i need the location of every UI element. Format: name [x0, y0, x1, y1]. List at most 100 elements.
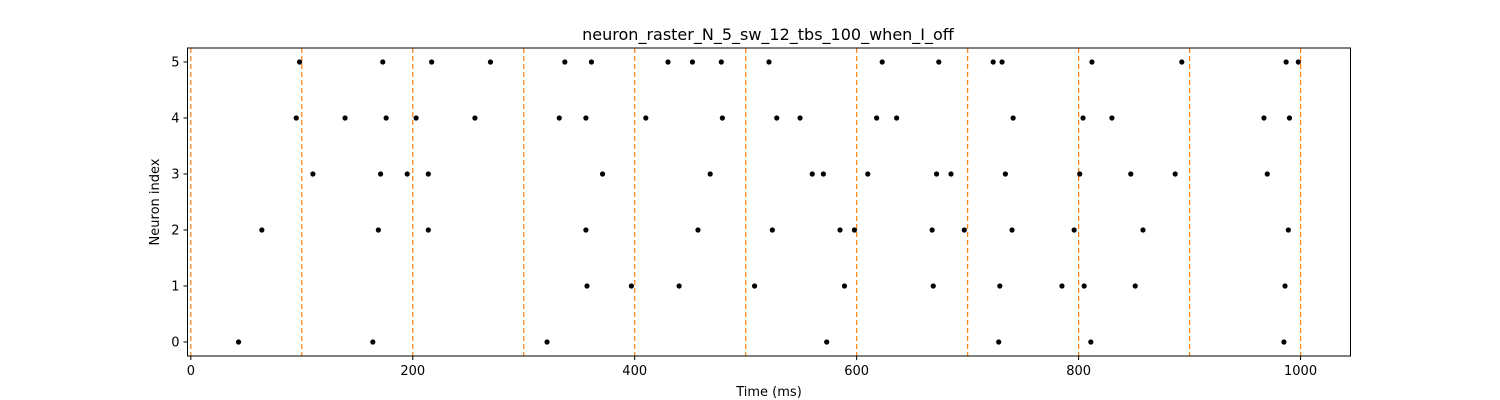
spike-point: [259, 227, 265, 233]
spike-point: [769, 227, 775, 233]
spike-point: [1283, 59, 1289, 65]
spike-point: [310, 171, 316, 177]
spike-point: [837, 227, 843, 233]
x-tick-label: 400: [622, 364, 647, 379]
spike-point: [718, 59, 724, 65]
spike-point: [628, 283, 634, 289]
y-tick-label: 0: [171, 336, 179, 351]
spike-point: [380, 59, 386, 65]
spike-point: [429, 59, 435, 65]
spike-point: [599, 171, 606, 177]
spike-point: [996, 339, 1002, 345]
spike-point: [1179, 59, 1185, 65]
spike-point: [774, 115, 780, 121]
spike-point: [929, 227, 935, 233]
spike-point: [1009, 227, 1015, 233]
x-axis: 0 200 400 600 800 1000: [187, 356, 1317, 379]
spike-point: [562, 59, 568, 65]
spike-point: [1281, 339, 1287, 345]
spike-point: [820, 171, 826, 177]
y-tick-label: 1: [171, 280, 179, 295]
spike-point: [990, 59, 996, 65]
spike-point: [487, 59, 494, 65]
spike-point: [665, 59, 671, 65]
spike-point: [370, 339, 376, 345]
spike-point: [689, 59, 696, 65]
spike-point: [544, 339, 550, 345]
spike-point: [1172, 171, 1178, 177]
spike-point: [719, 115, 725, 121]
spike-point: [1077, 171, 1083, 177]
x-tick-label: 800: [1066, 364, 1091, 379]
spike-point: [296, 59, 303, 65]
spike-point: [556, 115, 562, 121]
y-tick-label: 2: [171, 224, 179, 239]
spike-point: [1081, 283, 1087, 289]
y-axis-label: Neuron index: [148, 158, 163, 245]
spike-point: [841, 283, 848, 289]
spike-point: [1010, 115, 1016, 121]
spike-point: [879, 59, 885, 65]
spike-point: [383, 115, 389, 121]
x-tick-label: 0: [187, 364, 195, 379]
spike-point: [1140, 227, 1146, 233]
y-tick-label: 4: [171, 112, 179, 127]
spike-point: [583, 115, 589, 121]
spike-point: [894, 115, 900, 121]
spike-point: [1128, 171, 1134, 177]
spike-point: [1282, 283, 1288, 289]
spike-point: [695, 227, 701, 233]
x-tick-label: 200: [400, 364, 425, 379]
spike-point: [676, 283, 682, 289]
spike-point: [235, 339, 242, 345]
spike-point: [809, 171, 815, 177]
spike-point: [797, 115, 803, 121]
spike-point: [865, 171, 871, 177]
spike-point: [1286, 115, 1293, 121]
spike-point: [1264, 171, 1270, 177]
spike-point: [1071, 227, 1077, 233]
spike-point: [425, 227, 431, 233]
spike-point: [997, 283, 1003, 289]
spike-point: [961, 227, 967, 233]
spike-point: [1132, 283, 1138, 289]
y-tick-label: 5: [171, 56, 179, 71]
spike-point: [588, 59, 595, 65]
spike-point: [1109, 115, 1115, 121]
spike-point: [999, 59, 1005, 65]
spike-point: [766, 59, 772, 65]
spike-point: [293, 115, 299, 121]
y-axis: 0 1 2 3 4 5: [171, 56, 188, 351]
spike-point: [583, 227, 589, 233]
spike-point: [377, 171, 384, 177]
spike-point: [404, 171, 410, 177]
spike-point: [1002, 171, 1008, 177]
plot-area: [190, 48, 1302, 356]
spike-point: [751, 283, 758, 289]
spike-point: [472, 115, 478, 121]
spike-point: [933, 171, 940, 177]
spike-point: [930, 283, 936, 289]
spike-point: [425, 171, 431, 177]
spike-point: [936, 59, 942, 65]
spike-point: [707, 171, 713, 177]
x-tick-label: 600: [844, 364, 869, 379]
spike-point: [584, 283, 590, 289]
x-axis-label: Time (ms): [735, 385, 802, 400]
spike-point: [1295, 59, 1301, 65]
spike-point: [413, 115, 419, 121]
chart-title: neuron_raster_N_5_sw_12_tbs_100_when_I_o…: [582, 25, 955, 45]
spike-point: [375, 227, 381, 233]
plot-frame: [187, 47, 1351, 357]
spike-point: [824, 339, 830, 345]
spike-point: [1080, 115, 1086, 121]
spike-point: [643, 115, 649, 121]
spike-point: [1089, 59, 1095, 65]
spike-point: [851, 227, 858, 233]
y-tick-label: 3: [171, 168, 179, 183]
spike-point: [1285, 227, 1291, 233]
spike-point: [1088, 339, 1094, 345]
spike-point: [948, 171, 954, 177]
spike-point: [342, 115, 348, 121]
